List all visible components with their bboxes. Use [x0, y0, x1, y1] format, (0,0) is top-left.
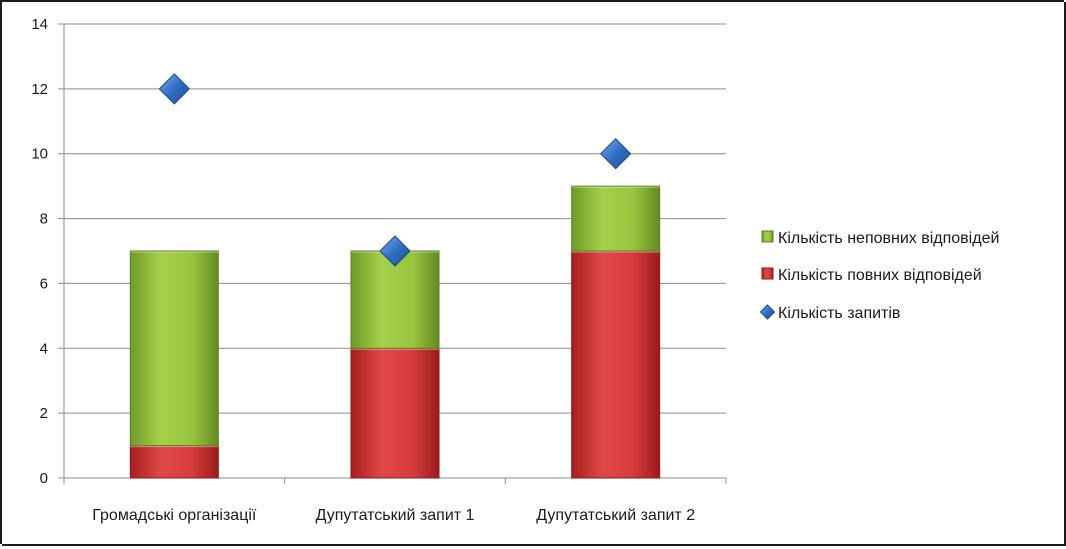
marker-requests — [599, 138, 632, 170]
bar-full-answers — [129, 445, 219, 479]
legend-label: Кількість повних відповідей — [778, 267, 982, 284]
x-tick-label: Громадські організації — [92, 507, 257, 524]
bar-partial-answers — [571, 185, 661, 252]
marker-requests — [379, 235, 411, 267]
legend: Кількість неповних відповідей Кількість п… — [759, 230, 999, 322]
marker-requests — [158, 73, 191, 105]
y-tick-label: 12 — [31, 81, 48, 98]
bar-layer — [129, 185, 661, 479]
bar-full-answers — [350, 347, 440, 479]
y-tick-label: 0 — [40, 470, 48, 487]
x-tick-label: Дупутатський запит 2 — [536, 507, 695, 524]
y-tick-label: 14 — [31, 16, 48, 33]
bar-partial-answers — [129, 250, 219, 447]
bar-partial-answers — [350, 250, 440, 349]
legend-swatch — [761, 267, 774, 280]
y-tick-label: 6 — [40, 275, 48, 292]
y-tick-label: 8 — [40, 211, 48, 228]
y-tick-label: 2 — [40, 405, 48, 422]
legend-swatch — [761, 230, 774, 243]
x-tick-label: Дупутатський запит 1 — [316, 507, 475, 524]
marker-layer — [158, 73, 632, 267]
bar-full-answers — [571, 250, 661, 479]
legend-label: Кількість неповних відповідей — [778, 230, 999, 247]
y-tick-label: 4 — [40, 340, 48, 357]
y-tick-label: 10 — [31, 146, 48, 163]
legend-label: Кількість запитів — [778, 305, 900, 322]
legend-swatch — [759, 304, 776, 320]
